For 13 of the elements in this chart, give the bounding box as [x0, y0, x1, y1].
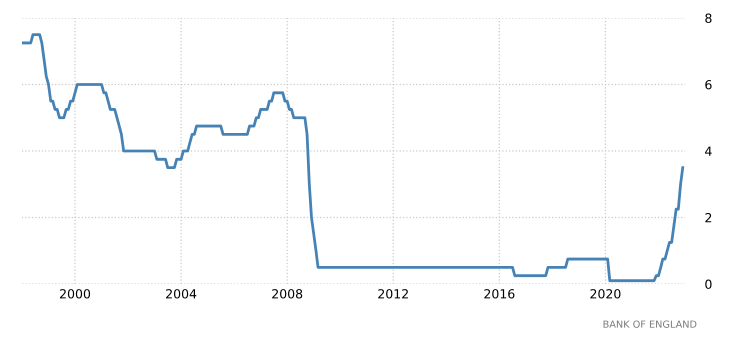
x-tick-label: 2000	[60, 289, 90, 299]
x-tick-label: 2008	[272, 289, 302, 299]
line-series	[22, 33, 684, 282]
x-tick-label: 2016	[484, 289, 514, 299]
text: BANK OF ENGLAND	[604, 320, 696, 328]
y-tick-label: 8	[705, 13, 712, 23]
y-tick-label: 0	[705, 279, 712, 289]
x-tick-label: 2004	[166, 289, 196, 299]
y-tick-label: 4	[705, 146, 712, 156]
x-tick-label: 2012	[378, 289, 408, 299]
y-tick-label: 6	[705, 80, 712, 90]
y-tick-label: 2	[705, 212, 712, 222]
x-tick-label: 2020	[590, 289, 620, 299]
